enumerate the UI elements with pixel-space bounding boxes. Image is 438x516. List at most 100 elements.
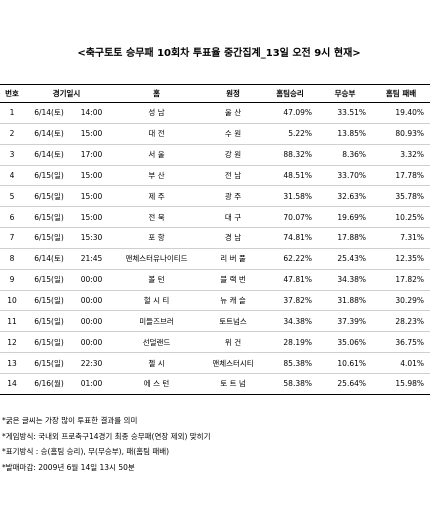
row-draw-rate: 25.64% (318, 373, 373, 395)
row-home-team: 제 주 (109, 185, 205, 208)
row-time: 00:00 (74, 290, 110, 312)
row-home-team: 성 남 (109, 102, 205, 124)
row-time: 00:00 (74, 331, 110, 354)
row-time: 00:00 (74, 269, 110, 291)
row-home-loss-rate: 15.98% (372, 373, 431, 395)
row-home-loss-rate: 7.31% (372, 227, 431, 249)
note-notation: *표기방식 : 승(홈팀 승리), 무(무승부), 패(홈팀 패배) (2, 447, 170, 456)
note-game-method: *게임방식: 국내외 프로축구14경기 최종 승무패(연장 제외) 맞히기 (2, 431, 211, 441)
row-draw-rate: 34.38% (318, 269, 373, 291)
header-draw: 무승부 (318, 84, 373, 103)
row-home-win-rate: 47.09% (262, 102, 319, 124)
row-date: 6/15(일) (24, 269, 74, 291)
row-home-loss-rate: 36.75% (372, 331, 431, 354)
row-number: 9 (0, 269, 24, 291)
row-time: 17:00 (74, 144, 110, 166)
row-date: 6/15(일) (24, 206, 74, 229)
row-home-team: 맨체스터유나이티드 (109, 248, 205, 270)
notes: *굵은 글씨는 가장 많이 투표한 결과를 의미 *게임방식: 국내외 프로축구… (2, 413, 210, 475)
row-number: 8 (0, 248, 24, 270)
row-draw-rate: 35.06% (318, 331, 373, 354)
row-away-team: 강 원 (204, 144, 263, 166)
row-number: 1 (0, 102, 24, 124)
row-date: 6/15(일) (24, 227, 74, 249)
row-time: 15:00 (74, 165, 110, 187)
row-away-team: 광 주 (204, 185, 263, 208)
row-home-team: 부 산 (109, 165, 205, 187)
row-number: 10 (0, 290, 24, 312)
row-time: 14:00 (74, 102, 110, 124)
row-date: 6/15(일) (24, 352, 74, 374)
row-time: 01:00 (74, 373, 110, 395)
row-home-loss-rate: 35.78% (372, 185, 431, 208)
row-home-team: 선덜랜드 (109, 331, 205, 354)
header-datetime: 경기일시 (24, 84, 110, 103)
row-home-win-rate: 28.19% (262, 331, 319, 354)
row-time: 22:30 (74, 352, 110, 374)
row-number: 12 (0, 331, 24, 354)
row-date: 6/14(토) (24, 123, 74, 145)
row-draw-rate: 17.88% (318, 227, 373, 249)
row-number: 11 (0, 310, 24, 333)
row-home-team: 헐 시 티 (109, 290, 205, 312)
row-home-win-rate: 88.32% (262, 144, 319, 166)
header-home: 홈 (109, 84, 205, 103)
row-date: 6/14(토) (24, 144, 74, 166)
row-date: 6/15(일) (24, 331, 74, 354)
row-home-team: 볼 턴 (109, 269, 205, 291)
row-away-team: 뉴 캐 슬 (204, 290, 263, 312)
row-home-win-rate: 37.82% (262, 290, 319, 312)
row-home-loss-rate: 17.82% (372, 269, 431, 291)
row-home-win-rate: 85.38% (262, 352, 319, 374)
row-number: 7 (0, 227, 24, 249)
row-home-team: 포 항 (109, 227, 205, 249)
row-home-win-rate: 31.58% (262, 185, 319, 208)
row-home-win-rate: 74.81% (262, 227, 319, 249)
table-row: 13 6/15(일) 22:30 첼 시 맨체스터시티 85.38% 10.61% 4.01% (0, 352, 431, 374)
row-home-team: 미들즈브러 (109, 310, 205, 333)
row-number: 13 (0, 352, 24, 374)
note-deadline: *발매마감: 2009년 6월 14일 13시 50분 (2, 462, 135, 472)
row-home-team: 서 울 (109, 144, 205, 166)
row-home-team: 첼 시 (109, 352, 205, 374)
row-home-loss-rate: 28.23% (372, 310, 431, 333)
header-home-win: 홈팀승리 (262, 84, 319, 103)
row-home-win-rate: 70.07% (262, 206, 319, 229)
row-away-team: 울 산 (204, 102, 263, 124)
row-home-win-rate: 47.81% (262, 269, 319, 291)
row-time: 15:00 (74, 123, 110, 145)
row-draw-rate: 37.39% (318, 310, 373, 333)
row-date: 6/14(토) (24, 102, 74, 124)
row-draw-rate: 31.88% (318, 290, 373, 312)
row-draw-rate: 33.51% (318, 102, 373, 124)
row-draw-rate: 8.36% (318, 144, 373, 166)
row-date: 6/14(토) (24, 248, 74, 270)
page-title: <축구토토 승무패 10회차 투표율 중간집계_13일 오전 9시 현재> (77, 48, 361, 59)
row-away-team: 토 트 넘 (204, 373, 263, 395)
row-away-team: 경 남 (204, 227, 263, 249)
row-home-team: 전 북 (109, 206, 205, 229)
table-row: 11 6/15(일) 00:00 미들즈브러 토트넘스 34.38% 37.39% 28.23… (0, 310, 431, 333)
row-home-team: 대 전 (109, 123, 205, 145)
row-number: 2 (0, 123, 24, 145)
row-away-team: 토트넘스 (204, 310, 263, 333)
row-away-team: 대 구 (204, 206, 263, 229)
table-header-row: 번호 경기일시 홈 원정 홈팀승리 무승부 홈팀 패배 (0, 84, 431, 103)
row-time: 15:30 (74, 227, 110, 249)
row-time: 21:45 (74, 248, 110, 270)
row-home-loss-rate: 4.01% (372, 352, 431, 374)
row-home-win-rate: 34.38% (262, 310, 319, 333)
row-draw-rate: 33.70% (318, 165, 373, 187)
vote-rate-table: 번호 경기일시 홈 원정 홈팀승리 무승부 홈팀 패배 1 6/14(토) 14:0… (0, 84, 431, 395)
header-home-loss: 홈팀 패배 (372, 84, 431, 103)
row-number: 6 (0, 206, 24, 229)
row-home-team: 에 스 턴 (109, 373, 205, 395)
row-date: 6/16(월) (24, 373, 74, 395)
row-home-loss-rate: 12.35% (372, 248, 431, 270)
